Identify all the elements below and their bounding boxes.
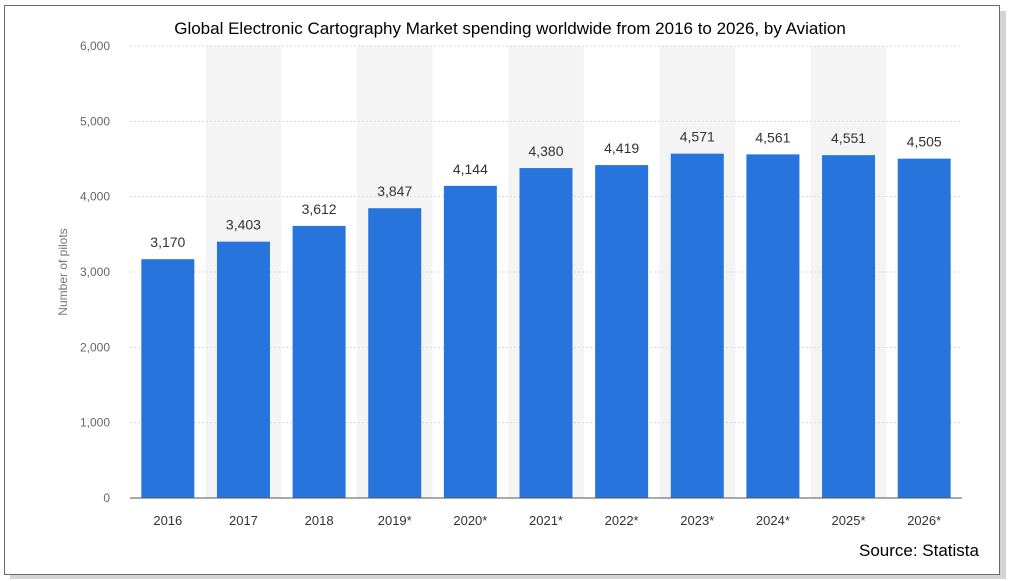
y-tick-label: 3,000 (80, 265, 110, 279)
x-tick-label: 2024* (756, 513, 790, 528)
bar-2016 (141, 259, 195, 498)
x-tick-label: 2018 (305, 513, 334, 528)
data-label: 3,170 (150, 234, 185, 250)
bar-2022* (595, 165, 649, 499)
x-tick-label: 2017 (229, 513, 258, 528)
y-axis-ticks: 0 1,000 2,000 3,000 4,000 5,000 6,000 (80, 39, 110, 505)
bar-2023* (670, 153, 724, 498)
data-label: 4,561 (755, 129, 790, 145)
x-tick-label: 2020* (453, 513, 487, 528)
y-axis-label: Number of pilots (56, 228, 70, 315)
data-label: 4,419 (604, 140, 639, 156)
chart-title: Global Electronic Cartography Market spe… (174, 19, 846, 38)
x-tick-label: 2019* (378, 513, 412, 528)
bar-2020* (443, 185, 497, 498)
data-label: 3,612 (302, 201, 337, 217)
source-note: Source: Statista (859, 541, 980, 560)
x-tick-label: 2022* (605, 513, 639, 528)
bar-2017 (216, 241, 270, 498)
data-labels: 3,170 3,403 3,612 3,847 4,144 4,380 4,419 4,571… (150, 129, 942, 251)
x-axis-ticks: 2016 2017 2018 2019* 2020* 2021* 2022* 2023* 202… (153, 513, 941, 528)
bar-2024* (746, 154, 800, 498)
x-tick-label: 2025* (832, 513, 866, 528)
x-tick-label: 2016 (153, 513, 182, 528)
data-label: 4,505 (907, 134, 942, 150)
y-tick-label: 6,000 (80, 39, 110, 53)
y-tick-label: 2,000 (80, 340, 110, 354)
bar-2018 (292, 225, 346, 498)
data-label: 3,403 (226, 217, 261, 233)
data-label: 4,571 (680, 129, 715, 145)
bar-2019* (368, 208, 422, 498)
data-label: 4,380 (528, 143, 563, 159)
data-label: 3,847 (377, 183, 412, 199)
y-tick-label: 4,000 (80, 190, 110, 204)
bar-2026* (897, 158, 951, 498)
x-tick-label: 2026* (907, 513, 941, 528)
data-label: 4,551 (831, 130, 866, 146)
y-tick-label: 5,000 (80, 114, 110, 128)
x-tick-label: 2021* (529, 513, 563, 528)
x-tick-label: 2023* (680, 513, 714, 528)
y-tick-label: 0 (103, 491, 110, 505)
bars (141, 153, 951, 499)
y-tick-label: 1,000 (80, 416, 110, 430)
bar-2025* (822, 155, 876, 498)
bar-2021* (519, 168, 573, 499)
data-label: 4,144 (453, 161, 488, 177)
